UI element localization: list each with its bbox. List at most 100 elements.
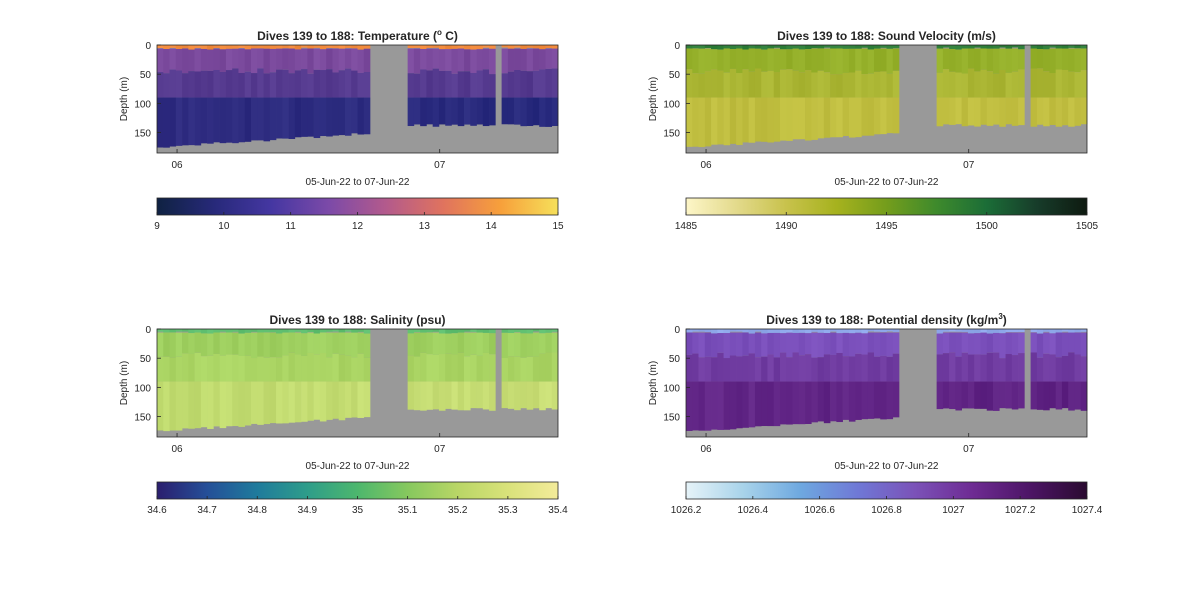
colorbar-tick-label: 35 [352, 505, 364, 516]
profile-cell [830, 332, 837, 355]
profile-cell [438, 45, 446, 50]
profile-cell [482, 97, 490, 127]
profile-cell [830, 45, 837, 49]
profile-cell [892, 45, 900, 49]
profile-cell [432, 381, 440, 410]
profile-cell [811, 381, 818, 423]
profile-cell [464, 356, 471, 382]
profile-cell [773, 381, 781, 427]
profile-cell [1018, 329, 1025, 332]
profile-cell [464, 97, 471, 125]
profile-cell [1068, 332, 1075, 353]
profile-cell [848, 381, 856, 422]
profile-cell [980, 354, 988, 382]
profile-cell [761, 45, 768, 50]
profile-cell [773, 45, 781, 48]
colorbar-tick-label: 1027.4 [1072, 505, 1103, 516]
profile-cell [1036, 49, 1044, 69]
profile-cell [692, 353, 699, 382]
profile-cell [993, 352, 1000, 382]
profile-cell [880, 97, 887, 135]
profile-cell [200, 333, 208, 357]
profile-cell [432, 354, 440, 382]
profile-cell [711, 381, 718, 430]
profile-cell [967, 48, 975, 69]
profile-cell [507, 45, 515, 49]
profile-cell [842, 45, 850, 49]
profile-cell [445, 353, 452, 382]
profile-cell [520, 333, 527, 358]
profile-cell [999, 97, 1006, 127]
profile-cell [532, 97, 540, 126]
profile-cell [779, 352, 787, 382]
profile-cell [532, 329, 540, 332]
profile-cell [873, 381, 881, 419]
profile-cell [307, 329, 314, 333]
profile-cell [307, 48, 314, 74]
profile-cell [748, 48, 756, 72]
profile-cell [1080, 329, 1088, 332]
profile-cell [836, 329, 843, 334]
profile-cell [457, 71, 465, 98]
chart-panel-4: 0 50 100 150 Depth (m) 06 07 05-Jun-22 to 07-Ju… [648, 312, 1103, 516]
profile-cell [269, 381, 277, 424]
profile-cell [257, 48, 264, 69]
profile-cell [332, 353, 340, 382]
profile-cell [276, 381, 283, 424]
profile-cell [748, 353, 756, 382]
profile-cell [873, 48, 881, 72]
profile-cell [413, 381, 421, 411]
profile-cell [451, 97, 459, 125]
profile-cell [157, 356, 164, 382]
profile-cell [867, 45, 875, 50]
profile-cell [1049, 45, 1056, 48]
profile-cell [420, 69, 427, 98]
profile-cell [779, 329, 787, 334]
profile-cell [993, 45, 1000, 49]
profile-cell [407, 381, 415, 410]
profile-cell [489, 45, 496, 49]
profile-cell [476, 329, 484, 333]
profile-cell [1030, 48, 1038, 69]
profile-cell [886, 381, 894, 420]
profile-cell [873, 332, 881, 357]
profile-cell [213, 353, 220, 382]
profile-cell [761, 356, 768, 382]
profile-cell [457, 332, 465, 353]
profile-cell [698, 357, 706, 382]
profile-cell [313, 45, 321, 48]
profile-cell [704, 97, 712, 147]
y-tick-label: 50 [669, 354, 681, 365]
profile-cell [855, 97, 862, 138]
profile-cell [736, 48, 743, 74]
profile-cell [207, 97, 214, 144]
profile-cell [1005, 381, 1013, 409]
profile-cell [1030, 45, 1038, 49]
profile-cell [163, 48, 170, 74]
colorbar-tick-label: 13 [419, 221, 431, 232]
profile-cell [476, 45, 484, 50]
profile-cell [526, 381, 534, 410]
profile-cell [1011, 355, 1019, 382]
profile-cell [413, 97, 421, 125]
profile-cell [855, 329, 862, 333]
profile-cell [748, 71, 756, 98]
profile-cell [993, 73, 1000, 98]
profile-cell [704, 329, 712, 333]
chart-title: Dives 139 to 188: Sound Velocity (m/s) [777, 29, 996, 43]
profile-cell [830, 354, 837, 382]
chart-title: Dives 139 to 188: Temperature (o C) [257, 28, 458, 43]
profile-cell [457, 48, 465, 72]
profile-cell [526, 71, 534, 98]
profile-cell [188, 71, 195, 98]
profile-cell [892, 381, 900, 418]
profile-cell [514, 356, 521, 382]
profile-cell [232, 332, 239, 355]
profile-cell [736, 97, 743, 145]
profile-cell [723, 329, 731, 334]
profile-cell [1049, 48, 1056, 74]
profile-cell [798, 381, 806, 425]
profile-cell [470, 332, 477, 355]
profile-cell [263, 45, 271, 49]
profile-cell [993, 97, 1000, 125]
